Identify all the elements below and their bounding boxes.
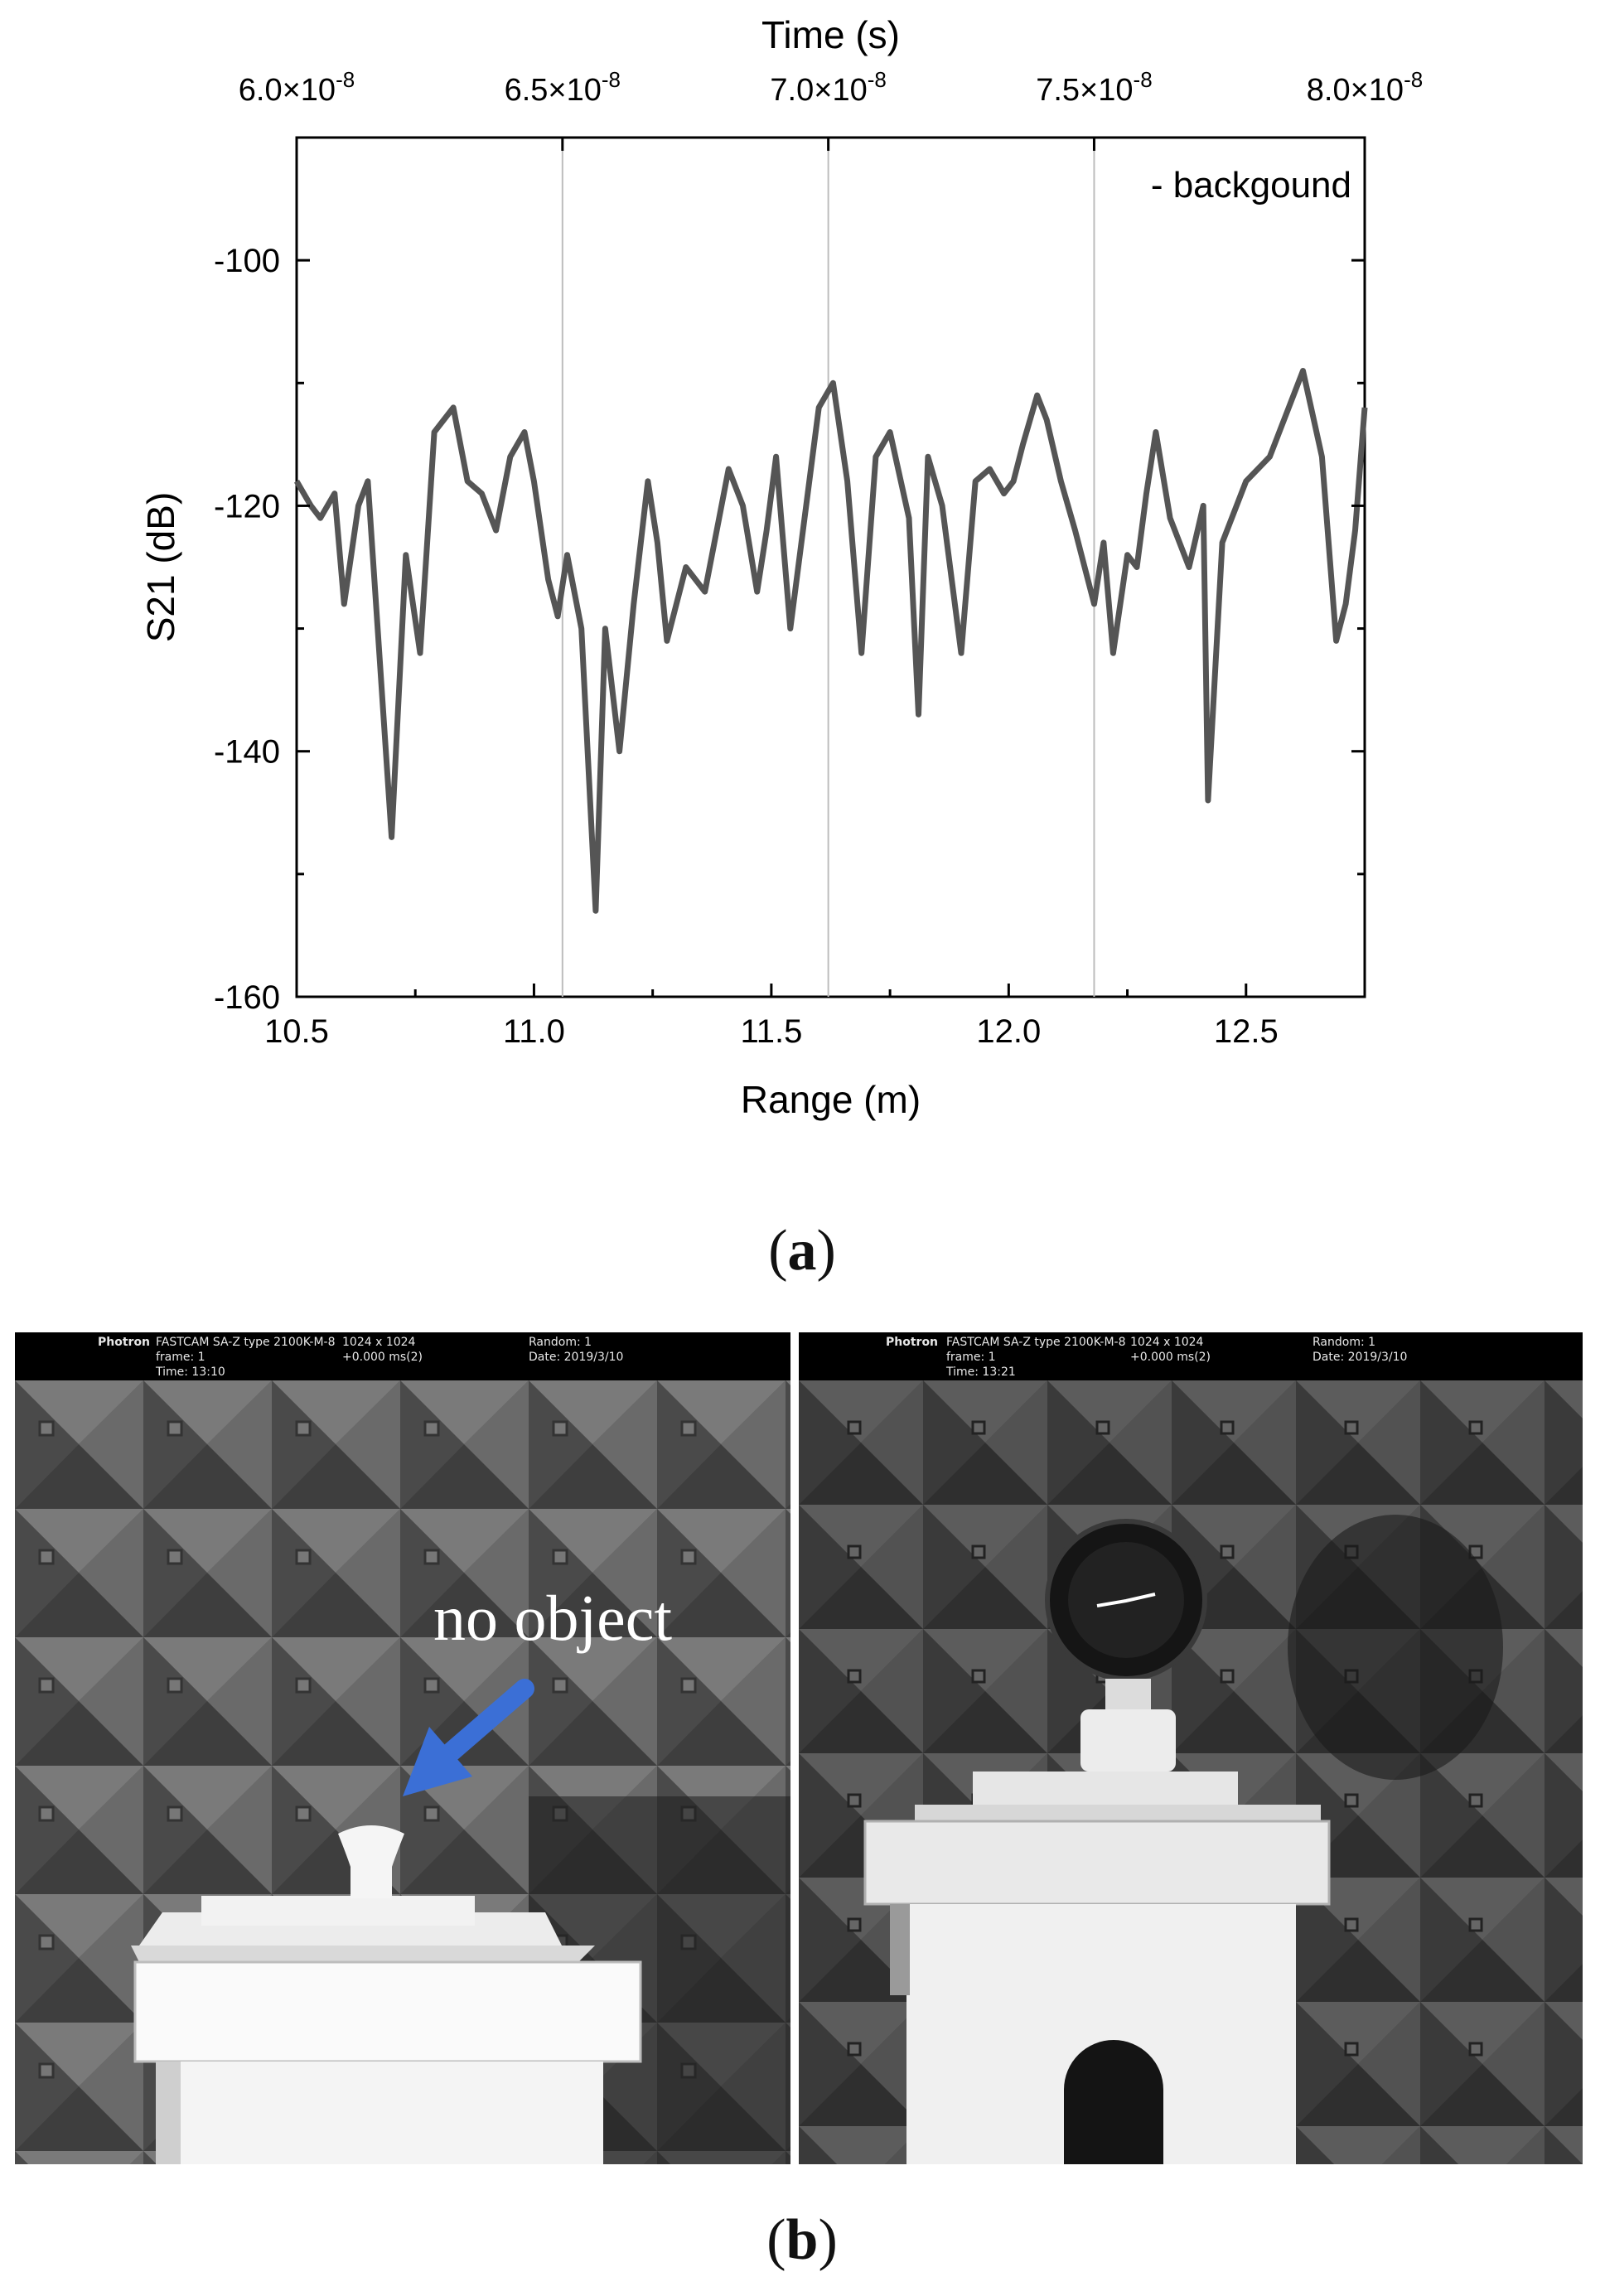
blue-arrow-icon	[403, 1679, 534, 1796]
hud-model: FASTCAM SA-Z type 2100K-M-8	[946, 1336, 1126, 1349]
s21-chart: 10.5 11.0 11.5 12.0 12.5 -100 -120 -140 -160 6.0×…	[139, 13, 1423, 1121]
hud-resolution: 1024 x 1024	[342, 1336, 416, 1349]
hud-time: Time: 13:21	[946, 1366, 1016, 1379]
legend-text: - backgound	[1151, 165, 1351, 205]
series-line	[293, 368, 1368, 914]
y-tick-label: -100	[214, 243, 280, 279]
hud-time: Time: 13:10	[156, 1366, 225, 1379]
x-tick-label: 12.5	[1214, 1013, 1279, 1050]
axis-ticks	[295, 136, 1366, 998]
x2-tick-label: 6.5×10-8	[505, 67, 621, 108]
x-tick-label: 11.0	[503, 1013, 565, 1050]
hud-model: FASTCAM SA-Z type 2100K-M-8	[156, 1336, 336, 1349]
y-tick-label: -160	[214, 979, 280, 1016]
hud-resolution: 1024 x 1024	[1130, 1336, 1204, 1349]
plot-frame	[295, 136, 1366, 998]
caption-a: (a)	[768, 1219, 836, 1283]
y-tick-label: -140	[214, 734, 280, 771]
photo-sphere-object: Photron FASTCAM SA-Z type 2100K-M-8 1024…	[799, 1332, 1583, 2164]
hud-date: Date: 2019/3/10	[1313, 1351, 1408, 1364]
hud-brand: Photron	[886, 1336, 939, 1349]
hud-date: Date: 2019/3/10	[529, 1351, 624, 1364]
axis-labels: 10.5 11.0 11.5 12.0 12.5 -100 -120 -140 -160 6.0×…	[139, 13, 1423, 1121]
caption-b: (b)	[766, 2208, 838, 2272]
hud-frame: frame: 1	[946, 1351, 996, 1364]
no-object-annotation: no object	[433, 1582, 673, 1654]
photo-no-object: Photron FASTCAM SA-Z type 2100K-M-8 1024…	[15, 1332, 790, 2164]
x2-tick-label: 7.5×10-8	[1036, 67, 1152, 108]
x2-tick-label: 8.0×10-8	[1307, 67, 1423, 108]
hud-brand: Photron	[98, 1336, 151, 1349]
hud-random: Random: 1	[1313, 1336, 1376, 1349]
camera-hud-left: Photron FASTCAM SA-Z type 2100K-M-8 1024…	[15, 1332, 790, 1380]
y-tick-label: -120	[214, 488, 280, 524]
hud-random: Random: 1	[529, 1336, 592, 1349]
x2-tick-label: 6.0×10-8	[239, 67, 355, 108]
x-tick-label: 11.5	[740, 1013, 802, 1050]
series-group	[293, 368, 1368, 914]
camera-hud-right: Photron FASTCAM SA-Z type 2100K-M-8 1024…	[799, 1332, 1583, 1380]
hud-shutter: +0.000 ms(2)	[1130, 1351, 1211, 1364]
anechoic-chamber-right	[799, 1380, 1583, 2164]
anechoic-chamber-left	[15, 1380, 790, 2164]
hud-shutter: +0.000 ms(2)	[342, 1351, 423, 1364]
x2-axis-label: Time (s)	[761, 13, 900, 56]
x2-tick-label: 7.0×10-8	[770, 67, 886, 108]
time-gridlines	[561, 138, 1095, 997]
y-axis-label: S21 (dB)	[139, 492, 182, 643]
x-axis-label: Range (m)	[741, 1078, 921, 1121]
x-tick-label: 10.5	[264, 1013, 329, 1050]
hud-frame: frame: 1	[156, 1351, 205, 1364]
plot-border	[295, 136, 1366, 998]
x-tick-label: 12.0	[976, 1013, 1041, 1050]
